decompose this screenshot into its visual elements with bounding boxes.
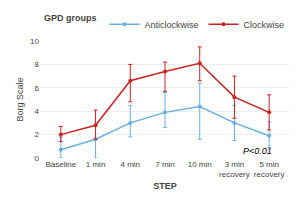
svg-text:Borg Scale: Borg Scale (15, 77, 25, 121)
svg-text:Baseline: Baseline (45, 160, 76, 169)
svg-text:5 minrecovery: 5 minrecovery (254, 160, 285, 179)
svg-text:1 min: 1 min (86, 160, 106, 169)
svg-text:4: 4 (35, 107, 40, 116)
svg-text:7 min: 7 min (155, 160, 175, 169)
svg-text:6: 6 (35, 84, 40, 93)
svg-text:Clockwise: Clockwise (244, 20, 285, 30)
svg-text:STEP: STEP (153, 181, 177, 191)
svg-text:GPD groups: GPD groups (44, 13, 97, 23)
svg-text:10 min: 10 min (188, 160, 212, 169)
svg-text:P<0.01: P<0.01 (243, 146, 272, 156)
svg-text:2: 2 (35, 130, 40, 139)
svg-text:Anticlockwise: Anticlockwise (145, 20, 199, 30)
svg-text:3 minrecovery: 3 minrecovery (219, 160, 250, 179)
svg-text:10: 10 (30, 37, 39, 46)
svg-text:4 min: 4 min (120, 160, 140, 169)
svg-text:8: 8 (35, 60, 40, 69)
svg-text:0: 0 (35, 154, 40, 163)
